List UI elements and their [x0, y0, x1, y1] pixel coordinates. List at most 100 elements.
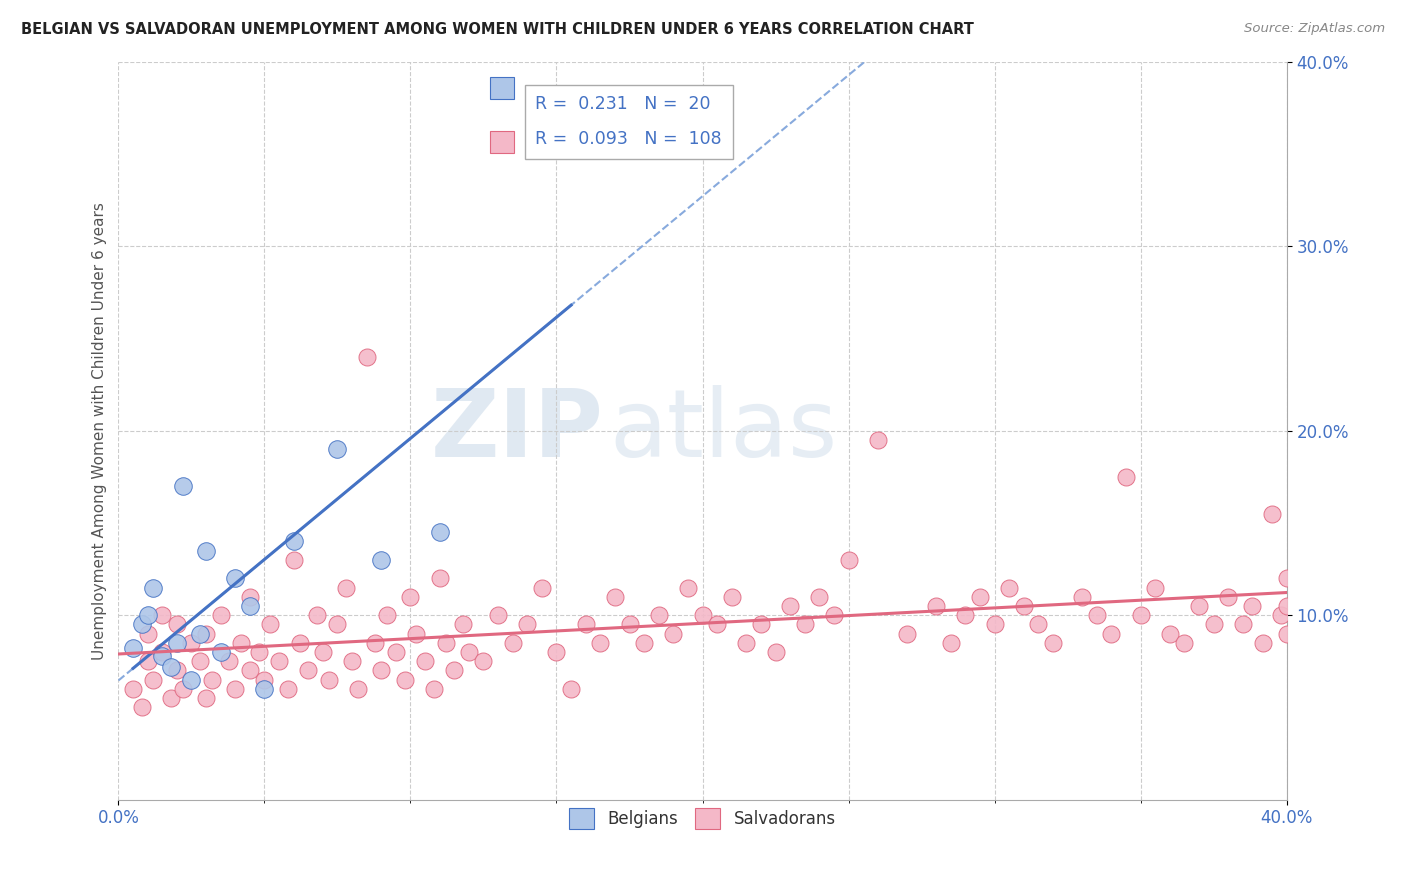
Point [779, 599, 801, 613]
Point [180, 636, 202, 650]
Point [1115, 470, 1137, 484]
Point [166, 636, 188, 650]
Point [131, 617, 153, 632]
Point [983, 617, 1005, 632]
Point [429, 571, 451, 585]
Point [808, 590, 831, 604]
Point [188, 654, 211, 668]
Point [239, 664, 262, 678]
Point [267, 654, 290, 668]
Point [150, 645, 173, 659]
Point [1085, 608, 1108, 623]
Point [370, 664, 392, 678]
Point [195, 691, 218, 706]
Point [195, 543, 218, 558]
Legend: Belgians, Salvadorans: Belgians, Salvadorans [562, 802, 842, 836]
Point [1042, 636, 1064, 650]
Point [335, 581, 357, 595]
Point [560, 138, 582, 153]
Point [1028, 617, 1050, 632]
Point [370, 553, 392, 567]
Point [188, 626, 211, 640]
Point [166, 664, 188, 678]
Point [706, 617, 728, 632]
Point [122, 681, 145, 696]
FancyBboxPatch shape [489, 77, 515, 99]
Point [793, 617, 815, 632]
Point [239, 599, 262, 613]
Point [318, 673, 340, 687]
Point [546, 645, 568, 659]
Point [472, 654, 495, 668]
Point [253, 681, 276, 696]
Point [866, 433, 889, 447]
Point [765, 645, 787, 659]
Point [326, 442, 349, 457]
Point [1202, 617, 1225, 632]
Point [166, 617, 188, 632]
Point [136, 626, 159, 640]
Point [305, 608, 328, 623]
Point [283, 534, 305, 549]
Point [375, 608, 398, 623]
Point [356, 350, 378, 364]
Point [1275, 571, 1298, 585]
Point [1261, 507, 1284, 521]
Point [283, 553, 305, 567]
Y-axis label: Unemployment Among Women with Children Under 6 years: Unemployment Among Women with Children U… [93, 202, 107, 660]
Point [692, 608, 714, 623]
Point [969, 590, 991, 604]
Point [1173, 636, 1195, 650]
Point [443, 664, 465, 678]
Point [1099, 626, 1122, 640]
Point [838, 553, 860, 567]
Point [195, 626, 218, 640]
Point [201, 673, 224, 687]
Point [326, 617, 349, 632]
Text: BELGIAN VS SALVADORAN UNEMPLOYMENT AMONG WOMEN WITH CHILDREN UNDER 6 YEARS CORRE: BELGIAN VS SALVADORAN UNEMPLOYMENT AMONG… [21, 22, 974, 37]
Point [1144, 581, 1167, 595]
Point [218, 654, 240, 668]
Point [142, 673, 165, 687]
Point [502, 636, 524, 650]
Point [209, 608, 232, 623]
Point [589, 636, 612, 650]
Point [172, 681, 194, 696]
Point [1270, 608, 1292, 623]
Point [1232, 617, 1254, 632]
Point [434, 636, 457, 650]
Point [720, 590, 742, 604]
Point [259, 617, 281, 632]
Point [603, 590, 626, 604]
Point [939, 636, 962, 650]
Point [160, 691, 183, 706]
Text: atlas: atlas [609, 384, 838, 477]
Point [749, 617, 772, 632]
Text: R =  0.231   N =  20
R =  0.093   N =  108: R = 0.231 N = 20 R = 0.093 N = 108 [536, 95, 723, 148]
Point [253, 673, 276, 687]
Point [896, 626, 918, 640]
Point [516, 617, 538, 632]
Point [633, 636, 655, 650]
Point [399, 590, 422, 604]
Point [180, 673, 202, 687]
Point [136, 608, 159, 623]
Point [136, 654, 159, 668]
Point [150, 608, 173, 623]
Point [340, 654, 363, 668]
Point [385, 645, 408, 659]
Point [648, 608, 671, 623]
Point [560, 681, 582, 696]
Point [451, 617, 474, 632]
Point [229, 636, 252, 650]
Point [1275, 626, 1298, 640]
Point [405, 626, 427, 640]
Point [394, 673, 416, 687]
Point [925, 599, 948, 613]
Point [1188, 599, 1211, 613]
Point [823, 608, 845, 623]
Point [955, 608, 977, 623]
Point [676, 581, 699, 595]
Point [172, 479, 194, 493]
Text: Source: ZipAtlas.com: Source: ZipAtlas.com [1244, 22, 1385, 36]
